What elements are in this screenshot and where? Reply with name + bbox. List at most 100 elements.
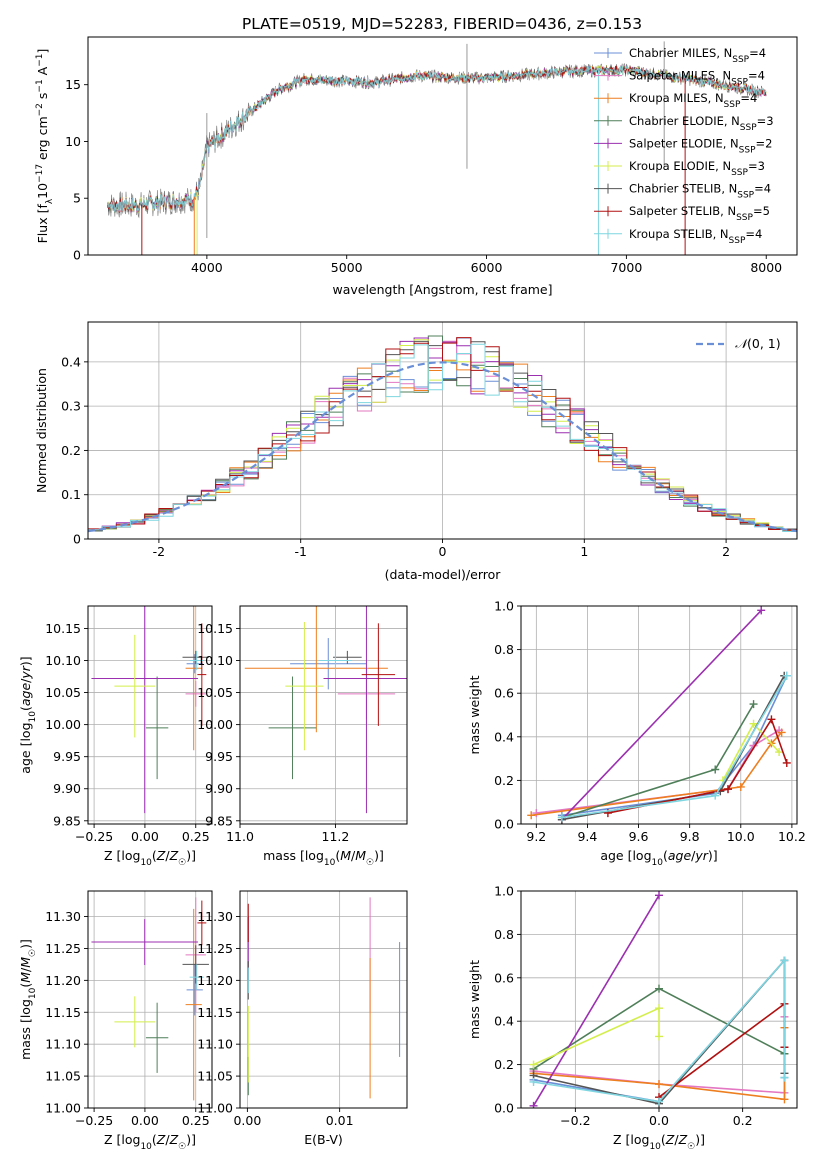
x-axis-label: E(B-V): [304, 1132, 343, 1147]
x-tick-label: −0.25: [75, 829, 113, 844]
massweight-point: [780, 1073, 789, 1082]
y-tick-label: 9.85: [205, 813, 233, 828]
y-tick-label: 0: [73, 248, 81, 263]
y-tick-label: 15: [65, 77, 81, 92]
y-tick-label: 0.6: [494, 970, 514, 985]
y-tick-label: 0.8: [494, 927, 514, 942]
massweight-point: [777, 728, 786, 737]
y-tick-label: 9.95: [205, 749, 233, 764]
massweight-point: [711, 765, 720, 774]
y-axis-label: mass weight: [467, 675, 482, 754]
figure-title: PLATE=0519, MJD=52283, FIBERID=0436, z=0…: [242, 15, 642, 33]
x-tick-label: 9.4: [577, 829, 597, 844]
x-tick-label: 0.00: [233, 1113, 261, 1128]
x-tick-label: 0.01: [326, 1113, 354, 1128]
y-tick-label: 9.90: [53, 781, 81, 796]
massweight-point: [749, 700, 758, 709]
massweight-series-line: [533, 958, 786, 1103]
x-axis-label: Z [log10(Z/Z☉)]: [613, 1132, 705, 1152]
axes-frame: [239, 605, 408, 825]
y-tick-label: 10.00: [197, 717, 233, 732]
x-tick-label: 0.2: [733, 1113, 753, 1128]
massweight-point: [527, 811, 536, 820]
massweight-point: [711, 791, 720, 800]
massweight-point: [529, 1101, 538, 1108]
massweight-vs-age-plot: 9.2 9.4 9.6 9.8 10.0 10.2 0.0 0.2 0.4 0.6 0.8 1.0 ma…: [467, 599, 806, 869]
x-axis-label: mass [log10(M/M☉)]: [263, 848, 384, 868]
y-axis-label: age [log10(age/yr)]: [18, 656, 38, 773]
massweight-point: [724, 785, 732, 794]
y-tick-label: 10.05: [197, 685, 233, 700]
plot-area: [529, 891, 789, 1108]
x-tick-label: 0: [439, 544, 447, 559]
y-tick-label: 0.2: [494, 773, 514, 788]
massweight-point: [757, 606, 766, 615]
residuals-histogram: -2 -1 0 1 2 0 0.1 0.2 0.3 0.4 (data-model)/error No…: [34, 321, 798, 582]
y-tick-label: 10.10: [45, 653, 81, 668]
massweight-point: [557, 813, 566, 822]
x-tick-label: 0.00: [131, 1113, 159, 1128]
y-tick-label: 11.25: [197, 941, 233, 956]
plot-area: [91, 606, 209, 814]
x-axis-label: (data-model)/error: [385, 567, 502, 582]
massweight-series-line: [533, 1006, 660, 1066]
x-tick-label: 9.8: [680, 829, 700, 844]
x-tick-label: 0.00: [131, 829, 159, 844]
y-tick-label: 11.30: [197, 909, 233, 924]
plot-area: [91, 897, 209, 1101]
x-tick-label: 1: [580, 544, 588, 559]
massweight-point: [736, 782, 745, 791]
massweight-point: [655, 1080, 663, 1089]
massweight-series-line: [561, 703, 755, 819]
massweight-series-line: [532, 894, 660, 1107]
massweight-point: [780, 1095, 789, 1104]
y-tick-label: 5: [73, 191, 81, 206]
y-tick-label: 11.15: [197, 1005, 233, 1020]
axes-frame: [87, 605, 213, 825]
y-tick-label: 11.00: [45, 1101, 81, 1116]
y-tick-label: 11.30: [45, 909, 81, 924]
plot-area: [244, 606, 407, 814]
massweight-series-line: [561, 609, 762, 821]
y-tick-label: 0.6: [494, 686, 514, 701]
y-tick-label: 9.85: [53, 813, 81, 828]
mass-vs-metallicity-plot: −0.25 0.00 0.25 11.00 11.05 11.10 11.15 11.20 11…: [18, 890, 213, 1152]
spectrum-plot: 4000 5000 6000 7000 8000 0 5 10 15 wavelength [An…: [35, 36, 798, 297]
massweight-point: [655, 1032, 663, 1041]
x-tick-label: -1: [294, 544, 306, 559]
y-tick-label: 0.4: [494, 729, 514, 744]
massweight-point: [767, 715, 776, 724]
gaussian-curve: [88, 361, 797, 533]
massweight-series-line: [658, 1002, 786, 1098]
massweight-point: [782, 758, 791, 767]
plot-area: [88, 335, 797, 533]
legend-label: Chabrier STELIB, NSSP=4: [629, 182, 771, 201]
x-tick-label: 6000: [471, 260, 503, 275]
y-tick-label: 10.05: [45, 685, 81, 700]
y-tick-label: 11.15: [45, 1005, 81, 1020]
x-axis-label: wavelength [Angstrom, rest frame]: [332, 282, 552, 297]
x-tick-label: 7000: [610, 260, 642, 275]
x-tick-label: 0.25: [182, 1113, 210, 1128]
y-tick-label: 0: [73, 532, 81, 547]
y-axis-label: mass [log10(M/M☉)]: [18, 939, 38, 1060]
histogram-series: [88, 337, 797, 531]
y-tick-label: 1.0: [494, 884, 514, 899]
massweight-point: [655, 1004, 663, 1013]
x-tick-label: 2: [722, 544, 730, 559]
y-tick-label: 10.10: [197, 653, 233, 668]
legend-label: Salpeter ELODIE, NSSP=2: [629, 136, 772, 155]
y-tick-label: 9.95: [53, 749, 81, 764]
y-axis-label: Flux [fλ10−17 erg cm−2 s−1 A−1]: [35, 49, 55, 244]
x-tick-label: -2: [153, 544, 165, 559]
y-tick-label: 0.3: [61, 399, 81, 414]
x-tick-label: 5000: [331, 260, 363, 275]
x-tick-label: 9.2: [526, 829, 546, 844]
x-tick-label: 0.25: [182, 829, 210, 844]
massweight-series-line: [531, 731, 783, 817]
massweight-point: [655, 891, 663, 900]
x-tick-label: 11.0: [226, 829, 254, 844]
x-axis-label: Z [log10(Z/Z☉)]: [104, 1132, 196, 1152]
legend-label: Salpeter MILES, NSSP=4: [629, 69, 765, 88]
plot-area: [247, 897, 401, 1099]
